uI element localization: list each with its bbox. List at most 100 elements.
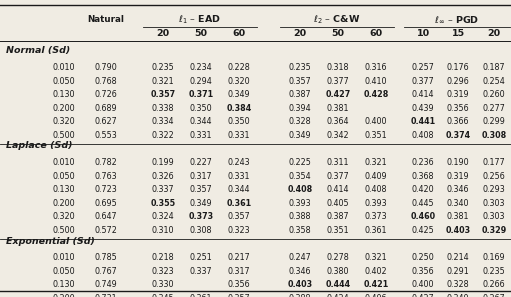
Text: 0.441: 0.441 bbox=[410, 117, 435, 126]
Text: 0.326: 0.326 bbox=[152, 172, 174, 181]
Text: 0.293: 0.293 bbox=[482, 185, 505, 194]
Text: 60: 60 bbox=[233, 29, 246, 37]
Text: 50: 50 bbox=[195, 29, 207, 37]
Text: 0.414: 0.414 bbox=[327, 185, 349, 194]
Text: 0.337: 0.337 bbox=[190, 267, 212, 276]
Text: 0.296: 0.296 bbox=[447, 77, 470, 86]
Text: 0.460: 0.460 bbox=[410, 212, 435, 221]
Text: 0.356: 0.356 bbox=[412, 267, 434, 276]
Text: 0.785: 0.785 bbox=[95, 253, 118, 262]
Text: 0.317: 0.317 bbox=[190, 172, 212, 181]
Text: 0.251: 0.251 bbox=[190, 253, 213, 262]
Text: 0.319: 0.319 bbox=[447, 90, 469, 99]
Text: 0.345: 0.345 bbox=[152, 294, 174, 297]
Text: 0.350: 0.350 bbox=[228, 117, 250, 126]
Text: 0.726: 0.726 bbox=[95, 90, 118, 99]
Text: 0.357: 0.357 bbox=[150, 90, 176, 99]
Text: 0.357: 0.357 bbox=[227, 294, 250, 297]
Text: 0.235: 0.235 bbox=[152, 63, 174, 72]
Text: 0.294: 0.294 bbox=[190, 77, 213, 86]
Text: 0.421: 0.421 bbox=[363, 280, 389, 289]
Text: 0.322: 0.322 bbox=[152, 131, 174, 140]
Text: 0.010: 0.010 bbox=[53, 253, 75, 262]
Text: 0.410: 0.410 bbox=[365, 77, 387, 86]
Text: 15: 15 bbox=[451, 29, 464, 37]
Text: 0.388: 0.388 bbox=[289, 212, 311, 221]
Text: 0.200: 0.200 bbox=[52, 294, 75, 297]
Text: 0.500: 0.500 bbox=[52, 131, 75, 140]
Text: 0.350: 0.350 bbox=[190, 104, 212, 113]
Text: 0.627: 0.627 bbox=[95, 117, 118, 126]
Text: 0.349: 0.349 bbox=[190, 199, 212, 208]
Text: 0.408: 0.408 bbox=[412, 131, 434, 140]
Text: 0.331: 0.331 bbox=[228, 172, 250, 181]
Text: 0.354: 0.354 bbox=[289, 172, 311, 181]
Text: 0.790: 0.790 bbox=[95, 63, 118, 72]
Text: 0.403: 0.403 bbox=[287, 280, 313, 289]
Text: 50: 50 bbox=[332, 29, 344, 37]
Text: 0.349: 0.349 bbox=[289, 131, 311, 140]
Text: 0.199: 0.199 bbox=[152, 158, 174, 167]
Text: 0.402: 0.402 bbox=[365, 267, 387, 276]
Text: 0.373: 0.373 bbox=[189, 212, 214, 221]
Text: 0.328: 0.328 bbox=[289, 117, 311, 126]
Text: 0.445: 0.445 bbox=[412, 199, 434, 208]
Text: 0.235: 0.235 bbox=[289, 63, 311, 72]
Text: 0.349: 0.349 bbox=[228, 90, 250, 99]
Text: 20: 20 bbox=[156, 29, 170, 37]
Text: 0.278: 0.278 bbox=[327, 253, 350, 262]
Text: 0.553: 0.553 bbox=[95, 131, 118, 140]
Text: Laplace (Sd): Laplace (Sd) bbox=[6, 141, 73, 151]
Text: 0.400: 0.400 bbox=[365, 117, 387, 126]
Text: 0.384: 0.384 bbox=[226, 104, 251, 113]
Text: 0.408: 0.408 bbox=[287, 185, 313, 194]
Text: 0.361: 0.361 bbox=[226, 199, 251, 208]
Text: 0.344: 0.344 bbox=[228, 185, 250, 194]
Text: 0.329: 0.329 bbox=[481, 226, 506, 235]
Text: 0.342: 0.342 bbox=[327, 131, 350, 140]
Text: 0.355: 0.355 bbox=[150, 199, 176, 208]
Text: 0.387: 0.387 bbox=[289, 90, 311, 99]
Text: 0.235: 0.235 bbox=[482, 267, 505, 276]
Text: 0.377: 0.377 bbox=[327, 77, 350, 86]
Text: 0.361: 0.361 bbox=[365, 226, 387, 235]
Text: 0.177: 0.177 bbox=[482, 158, 505, 167]
Text: 0.050: 0.050 bbox=[52, 172, 75, 181]
Text: 0.403: 0.403 bbox=[446, 226, 471, 235]
Text: 0.500: 0.500 bbox=[52, 226, 75, 235]
Text: 0.364: 0.364 bbox=[327, 117, 349, 126]
Text: Natural: Natural bbox=[87, 15, 125, 24]
Text: 0.310: 0.310 bbox=[152, 226, 174, 235]
Text: 0.357: 0.357 bbox=[190, 185, 213, 194]
Text: 0.420: 0.420 bbox=[412, 185, 434, 194]
Text: 0.731: 0.731 bbox=[95, 294, 118, 297]
Text: 0.424: 0.424 bbox=[327, 294, 350, 297]
Text: 0.320: 0.320 bbox=[52, 117, 75, 126]
Text: 0.330: 0.330 bbox=[152, 280, 174, 289]
Text: 0.344: 0.344 bbox=[190, 117, 212, 126]
Text: 0.316: 0.316 bbox=[365, 63, 387, 72]
Text: 0.782: 0.782 bbox=[95, 158, 118, 167]
Text: 0.338: 0.338 bbox=[152, 104, 174, 113]
Text: 0.200: 0.200 bbox=[52, 104, 75, 113]
Text: 0.377: 0.377 bbox=[412, 77, 434, 86]
Text: 0.767: 0.767 bbox=[95, 267, 118, 276]
Text: 0.768: 0.768 bbox=[95, 77, 118, 86]
Text: 0.373: 0.373 bbox=[365, 212, 387, 221]
Text: $\ell_\infty$ – PGD: $\ell_\infty$ – PGD bbox=[434, 14, 480, 25]
Text: 0.266: 0.266 bbox=[483, 280, 505, 289]
Text: 0.321: 0.321 bbox=[365, 253, 387, 262]
Text: 0.374: 0.374 bbox=[446, 131, 471, 140]
Text: 0.308: 0.308 bbox=[481, 131, 506, 140]
Text: 0.723: 0.723 bbox=[95, 185, 118, 194]
Text: 0.318: 0.318 bbox=[327, 63, 349, 72]
Text: 0.337: 0.337 bbox=[152, 185, 174, 194]
Text: 0.388: 0.388 bbox=[289, 294, 311, 297]
Text: 0.381: 0.381 bbox=[447, 212, 469, 221]
Text: 0.393: 0.393 bbox=[365, 199, 387, 208]
Text: 0.409: 0.409 bbox=[365, 172, 387, 181]
Text: 0.749: 0.749 bbox=[95, 280, 118, 289]
Text: 0.328: 0.328 bbox=[447, 280, 469, 289]
Text: $\ell_2$ – C&W: $\ell_2$ – C&W bbox=[313, 14, 361, 26]
Text: 0.200: 0.200 bbox=[52, 199, 75, 208]
